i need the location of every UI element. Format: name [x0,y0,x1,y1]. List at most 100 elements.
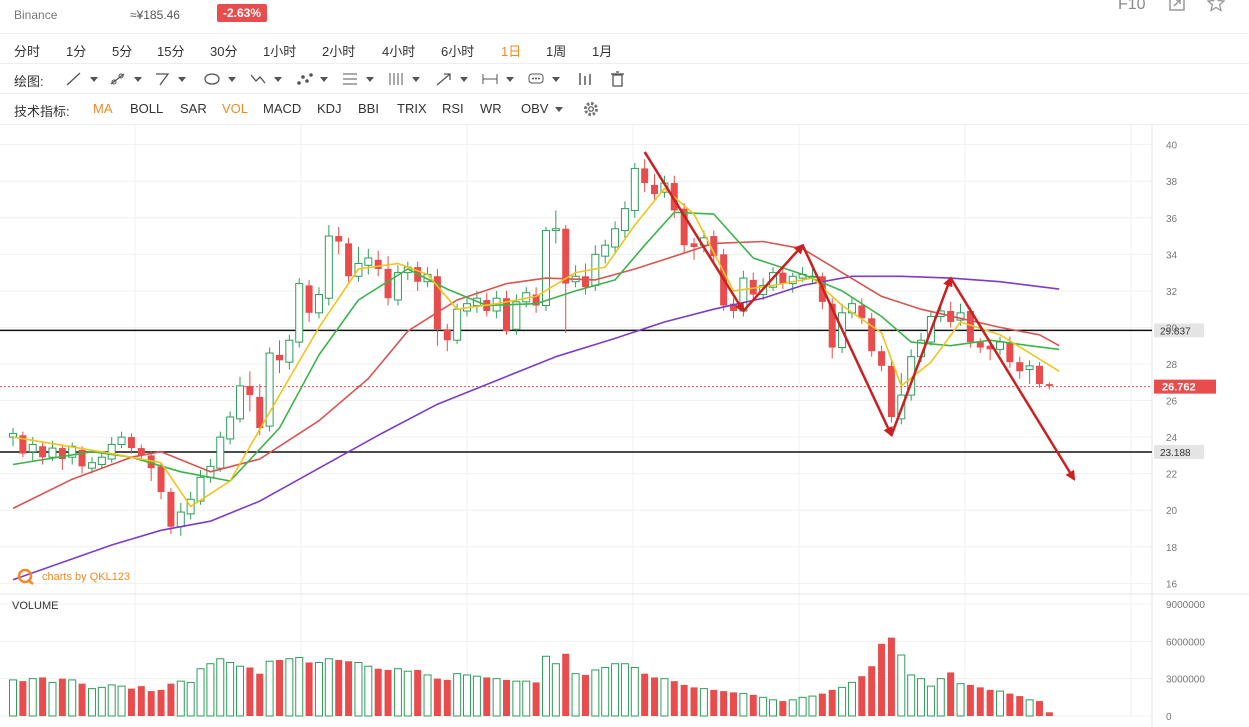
volume-bar [68,679,77,717]
candle-body [581,276,589,288]
interval-tab[interactable]: 1周 [546,44,567,59]
interval-tab[interactable]: 分时 [14,44,41,59]
trash-icon[interactable] [608,70,642,88]
volume-bar [345,661,353,716]
volume-bar [926,685,935,717]
volume-bar [749,694,757,716]
interval-tab[interactable]: 6小时 [441,44,475,59]
volume-bar [206,663,215,717]
volume-bar [58,678,66,716]
candle [345,237,353,282]
candle [246,371,254,412]
grid-tool-icon[interactable] [386,70,420,88]
volume-bar [562,653,570,716]
interval-tab[interactable]: 5分 [112,44,133,59]
candle [847,298,856,319]
indicator-trix[interactable]: TRIX [397,101,427,116]
interval-tab-active[interactable]: 1日 [501,44,522,59]
interval-tab[interactable]: 15分 [157,44,185,59]
line-tool-icon[interactable] [64,70,98,88]
path-tool-icon[interactable] [248,70,282,88]
candle-body [314,294,323,314]
indicator-boll[interactable]: BOLL [130,101,164,116]
indicator-macd[interactable]: MACD [263,101,302,116]
volume-bar [19,681,27,716]
candle-body [364,257,373,266]
trend-arrow [742,243,804,312]
candle [39,442,47,465]
interval-tab[interactable]: 30分 [210,44,238,59]
interval-tab[interactable]: 4小时 [382,44,416,59]
candle-body [1045,384,1053,386]
volume-bar [641,673,649,716]
candle [730,298,738,319]
candle-body [19,435,27,454]
indicator-vol[interactable]: VOL [222,101,249,116]
moving-average-lines [12,187,1060,581]
candle-body [562,228,570,284]
candle-body [1006,342,1014,363]
candle-body [117,436,126,445]
candle-body [39,446,47,458]
volume-tick-label: 3000000 [1166,675,1205,686]
candle-body [512,301,521,330]
candlestick-chart[interactable]: 29.837 23.188 26.762 16 18 20 22 24 26 28 30 32 34 3… [0,124,1249,727]
volume-bar [414,669,422,716]
text-tool-icon[interactable] [526,70,560,88]
interval-tab[interactable]: 1分 [66,44,87,59]
arrow-tool-icon[interactable] [434,70,468,88]
volume-bar [878,643,886,716]
candle-body [788,275,797,285]
indicator-sar[interactable]: SAR [180,101,207,116]
volume-bar [601,666,610,717]
candle-body [58,448,66,460]
candle [571,265,580,288]
volume-bar [393,668,402,717]
circle-tool-icon[interactable] [202,70,236,88]
volume-bar [463,674,472,717]
volume-bar [127,688,135,716]
candle-body [651,184,659,195]
ray-tool-icon[interactable] [108,70,142,88]
interval-tab[interactable]: 1小时 [263,44,297,59]
candle-body [9,432,17,438]
indicator-wr[interactable]: WR [480,101,502,116]
candle-body [97,456,106,466]
volume-bar [818,693,826,716]
volume-bar [947,672,955,716]
gear-icon[interactable] [582,100,600,121]
volume-bar [1025,699,1034,717]
indicator-bbi[interactable]: BBI [358,101,379,116]
volume-bar [265,660,274,717]
fib-tool-icon[interactable] [340,70,374,88]
measure-tool-icon[interactable] [480,70,514,88]
bars-tool-icon[interactable] [576,70,610,88]
fullscreen-icon[interactable] [1168,0,1185,11]
interval-tab[interactable]: 2小时 [322,44,356,59]
candle-body [1016,362,1024,372]
star-icon[interactable] [1206,0,1226,12]
candle-body [196,476,205,502]
candle-body [996,341,1004,350]
candle-body [275,354,283,361]
interval-tab[interactable]: 1月 [592,44,613,59]
indicator-kdj[interactable]: KDJ [317,101,342,116]
indicator-rsi[interactable]: RSI [442,101,464,116]
ma60-line [12,275,1060,581]
trend-arrow [890,276,953,436]
triangle-tool-icon[interactable] [152,70,186,88]
volume-bar [157,689,165,716]
volume-bar [78,683,86,716]
chevron-down-icon[interactable] [555,107,563,112]
f10-link[interactable]: F10 [1118,0,1146,13]
qkl-logo-icon [17,568,33,584]
price-tick-label: 26 [1166,397,1178,408]
volume-tick-label: 0 [1166,712,1172,723]
pattern-tool-icon[interactable] [294,70,328,88]
candle-body [176,511,185,528]
indicator-obv[interactable]: OBV [521,101,549,116]
trend-arrow [801,244,893,438]
volume-bar [374,668,382,716]
candle-body [630,167,639,211]
indicator-ma[interactable]: MA [93,101,113,116]
